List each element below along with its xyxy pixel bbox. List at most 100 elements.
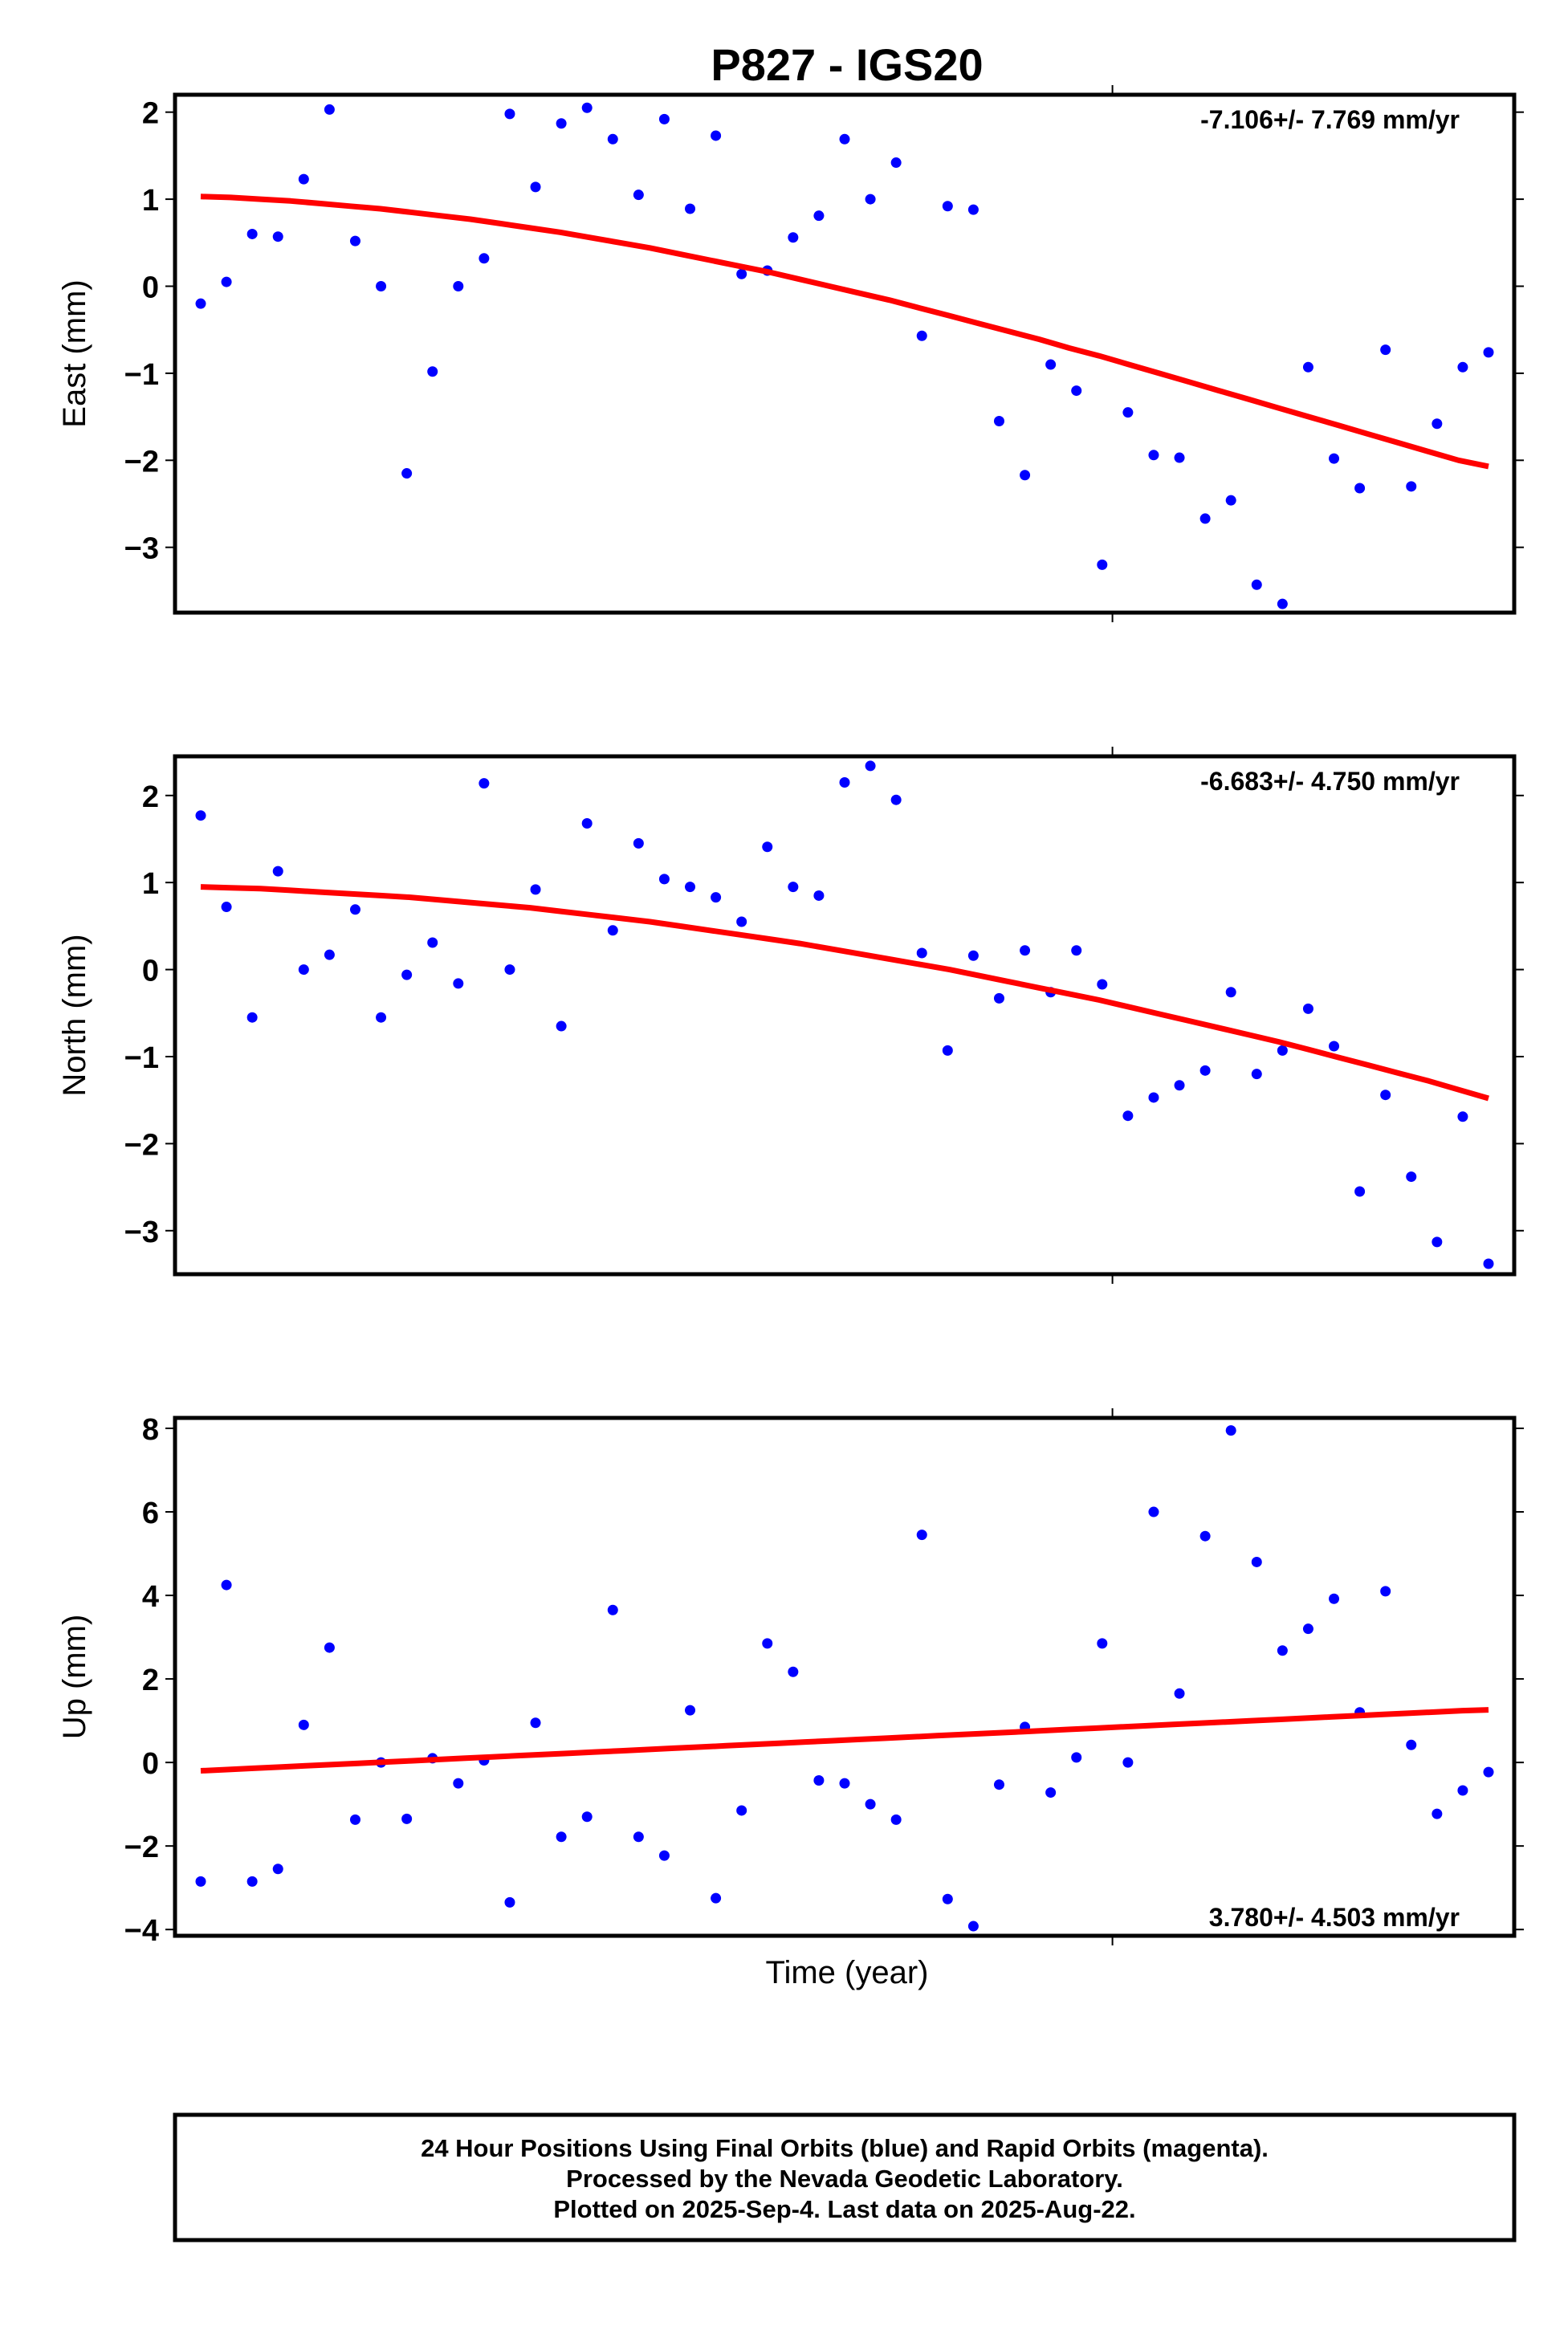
data-point-north <box>324 949 335 960</box>
x-axis-label: Time (year) <box>766 1955 929 1990</box>
data-point-north <box>272 866 283 877</box>
y-tick-label-north: −3 <box>124 1216 159 1249</box>
data-point-up <box>993 1779 1004 1790</box>
data-point-east <box>581 102 593 113</box>
data-point-up <box>1302 1623 1313 1635</box>
panel-east: −3 −2 −1 0 1 2 East (mm) -7.106+/- 7.769 mm/yr <box>57 85 1524 622</box>
y-tick-label-east: 2 <box>142 97 159 131</box>
data-point-east <box>916 330 927 341</box>
data-point-up <box>195 1876 206 1887</box>
data-point-up <box>453 1778 464 1789</box>
data-point-up <box>246 1876 258 1887</box>
data-point-north <box>479 778 490 789</box>
data-point-up <box>736 1805 747 1816</box>
data-point-north <box>195 810 206 821</box>
y-tick-label-east: −1 <box>124 358 159 392</box>
data-point-east <box>1457 361 1468 373</box>
data-point-north <box>427 937 438 948</box>
data-point-east <box>401 468 413 479</box>
data-point-east <box>1148 450 1159 461</box>
data-point-north <box>813 890 825 901</box>
data-point-north <box>916 947 927 959</box>
data-point-up <box>1406 1739 1417 1750</box>
data-point-up <box>1045 1787 1057 1798</box>
data-point-east <box>607 133 618 145</box>
y-tick-label-east: −3 <box>124 532 159 566</box>
data-point-up <box>556 1831 567 1843</box>
data-point-north <box>221 902 232 913</box>
data-point-up <box>633 1831 644 1843</box>
plot-frame-up <box>173 1416 1517 1938</box>
y-tick-label-north: −1 <box>124 1041 159 1075</box>
data-point-east <box>890 157 902 169</box>
data-point-east <box>993 416 1004 427</box>
footer-line-3: Plotted on 2025-Sep-4. Last data on 2025… <box>553 2195 1135 2223</box>
data-point-north <box>246 1012 258 1023</box>
data-point-east <box>1071 385 1082 397</box>
data-point-north <box>762 841 773 853</box>
data-point-east <box>349 235 360 246</box>
data-point-up <box>298 1719 309 1730</box>
data-point-north <box>453 978 464 989</box>
data-point-north <box>1277 1045 1288 1056</box>
y-tick-label-east: −2 <box>124 445 159 479</box>
data-point-east <box>1406 481 1417 492</box>
data-point-north <box>1097 979 1108 990</box>
y-tick-label-north: 0 <box>142 955 159 988</box>
data-point-east <box>1174 452 1185 463</box>
data-point-east <box>427 366 438 377</box>
data-point-up <box>1097 1638 1108 1649</box>
data-point-north <box>1122 1110 1134 1122</box>
data-point-up <box>967 1921 979 1932</box>
data-point-east <box>1020 470 1031 481</box>
data-point-east <box>839 133 850 145</box>
data-point-up <box>530 1717 541 1729</box>
data-point-up <box>1457 1785 1468 1796</box>
data-point-north <box>839 777 850 788</box>
data-point-east <box>1483 347 1494 358</box>
data-point-north <box>1432 1236 1443 1248</box>
data-point-north <box>658 874 670 885</box>
data-point-up <box>1329 1593 1340 1604</box>
data-point-north <box>1380 1090 1391 1101</box>
data-point-up <box>221 1579 232 1591</box>
data-point-north <box>865 760 876 772</box>
data-point-north <box>685 882 696 893</box>
data-point-north <box>1148 1092 1159 1103</box>
data-point-north <box>1020 945 1031 956</box>
data-point-north <box>1329 1041 1340 1052</box>
y-tick-label-north: −2 <box>124 1128 159 1162</box>
data-point-north <box>556 1020 567 1032</box>
data-point-up <box>658 1850 670 1861</box>
data-point-north <box>711 892 722 903</box>
data-point-east <box>711 130 722 141</box>
data-point-east <box>1380 344 1391 356</box>
data-point-east <box>298 173 309 185</box>
footer-line-2: Processed by the Nevada Geodetic Laborat… <box>566 2165 1123 2193</box>
data-point-up <box>762 1638 773 1649</box>
fit-line-up <box>200 1707 1489 1774</box>
data-point-east <box>658 113 670 124</box>
data-point-up <box>607 1604 618 1615</box>
data-point-north <box>530 884 541 895</box>
data-point-east <box>1354 483 1366 494</box>
data-point-north <box>1483 1258 1494 1269</box>
data-point-up <box>813 1775 825 1786</box>
y-tick-label-north: 1 <box>142 867 159 901</box>
y-tick-label-up: −4 <box>124 1914 159 1948</box>
rate-label-north: -6.683+/- 4.750 mm/yr <box>1200 767 1460 796</box>
data-point-east <box>1251 579 1262 590</box>
data-point-east <box>967 204 979 215</box>
data-point-up <box>272 1864 283 1875</box>
data-point-north <box>349 904 360 915</box>
y-tick-label-up: 4 <box>142 1580 159 1614</box>
data-point-east <box>324 104 335 115</box>
data-point-up <box>839 1778 850 1789</box>
data-point-north <box>736 916 747 927</box>
y-tick-label-up: 6 <box>142 1497 159 1530</box>
data-point-up <box>865 1798 876 1810</box>
data-point-east <box>788 232 799 243</box>
data-point-north <box>1174 1080 1185 1091</box>
